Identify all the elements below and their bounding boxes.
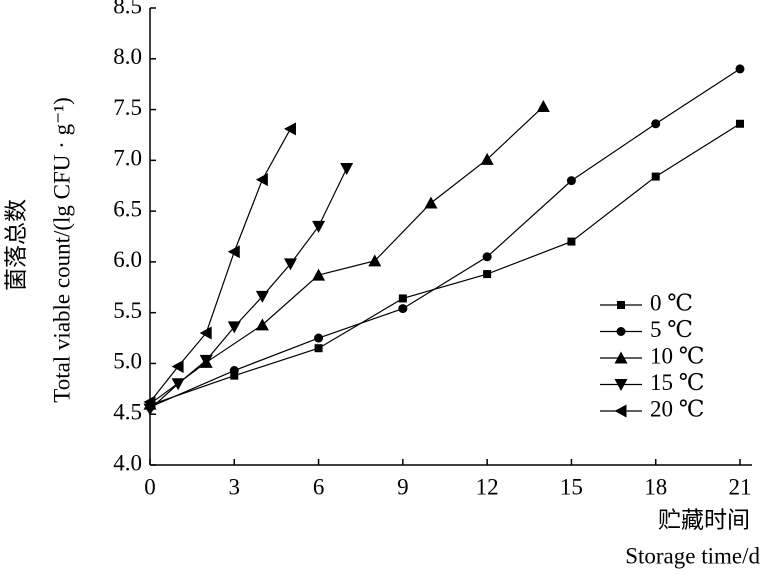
marker xyxy=(483,270,492,279)
marker xyxy=(480,152,494,165)
marker xyxy=(312,220,326,233)
legend-marker xyxy=(614,379,628,391)
marker xyxy=(735,64,745,74)
marker xyxy=(536,100,550,113)
marker xyxy=(340,162,354,175)
x-tick-label: 15 xyxy=(560,474,583,499)
marker xyxy=(171,378,185,391)
marker xyxy=(482,252,492,262)
x-tick-label: 0 xyxy=(144,474,156,499)
legend-marker xyxy=(614,404,627,418)
legend-label: 20 ℃ xyxy=(650,396,704,421)
y-tick-label: 4.5 xyxy=(113,400,142,425)
marker xyxy=(283,258,297,271)
marker xyxy=(566,176,576,186)
marker xyxy=(283,122,296,136)
x-tick-label: 6 xyxy=(313,474,325,499)
marker xyxy=(368,254,382,267)
legend-marker xyxy=(617,301,625,309)
series-line xyxy=(149,106,544,405)
y-tick-label: 5.0 xyxy=(113,349,142,374)
legend-label: 0 ℃ xyxy=(650,290,693,315)
x-axis-label-zh: 贮藏时间 xyxy=(658,507,750,532)
marker xyxy=(227,321,241,334)
marker xyxy=(651,119,661,129)
legend-label: 5 ℃ xyxy=(650,317,693,342)
x-axis-label-en: Storage time/d xyxy=(625,543,760,568)
marker xyxy=(314,333,324,343)
marker xyxy=(398,294,407,303)
x-tick-label: 21 xyxy=(729,474,752,499)
legend-marker xyxy=(616,327,626,336)
y-axis-label-zh: 菌落总数 xyxy=(3,199,28,291)
marker xyxy=(398,304,408,314)
marker xyxy=(199,354,213,367)
series-line xyxy=(149,168,348,410)
marker xyxy=(230,371,239,380)
y-tick-label: 8.0 xyxy=(113,44,142,69)
marker xyxy=(143,395,156,409)
marker xyxy=(229,366,239,376)
y-axis-label-en: Total viable count/(lg CFU · g⁻¹) xyxy=(49,97,74,403)
x-tick-label: 18 xyxy=(644,474,667,499)
marker xyxy=(424,196,438,209)
legend-label: 10 ℃ xyxy=(650,343,704,368)
marker xyxy=(255,173,268,187)
series-line xyxy=(149,123,741,406)
marker xyxy=(567,237,576,246)
marker xyxy=(736,119,744,128)
marker xyxy=(255,290,269,303)
x-tick-label: 9 xyxy=(397,474,409,499)
x-tick-label: 12 xyxy=(476,474,499,499)
y-tick-label: 7.5 xyxy=(113,95,142,120)
x-tick-label: 3 xyxy=(229,474,241,499)
series-line xyxy=(149,68,741,408)
y-tick-label: 7.0 xyxy=(113,146,142,171)
series-line xyxy=(149,128,292,403)
marker xyxy=(171,359,184,373)
marker xyxy=(227,245,240,259)
y-tick-label: 4.0 xyxy=(113,450,142,475)
y-tick-label: 6.0 xyxy=(113,247,142,272)
legend-marker xyxy=(614,351,628,364)
legend-label: 15 ℃ xyxy=(650,370,704,395)
marker xyxy=(199,326,212,340)
y-tick-label: 5.5 xyxy=(113,298,142,323)
marker xyxy=(312,268,326,281)
marker xyxy=(651,172,660,181)
marker xyxy=(255,318,269,331)
marker xyxy=(314,344,323,353)
y-tick-label: 6.5 xyxy=(113,196,142,221)
y-tick-label: 8.5 xyxy=(113,0,142,18)
